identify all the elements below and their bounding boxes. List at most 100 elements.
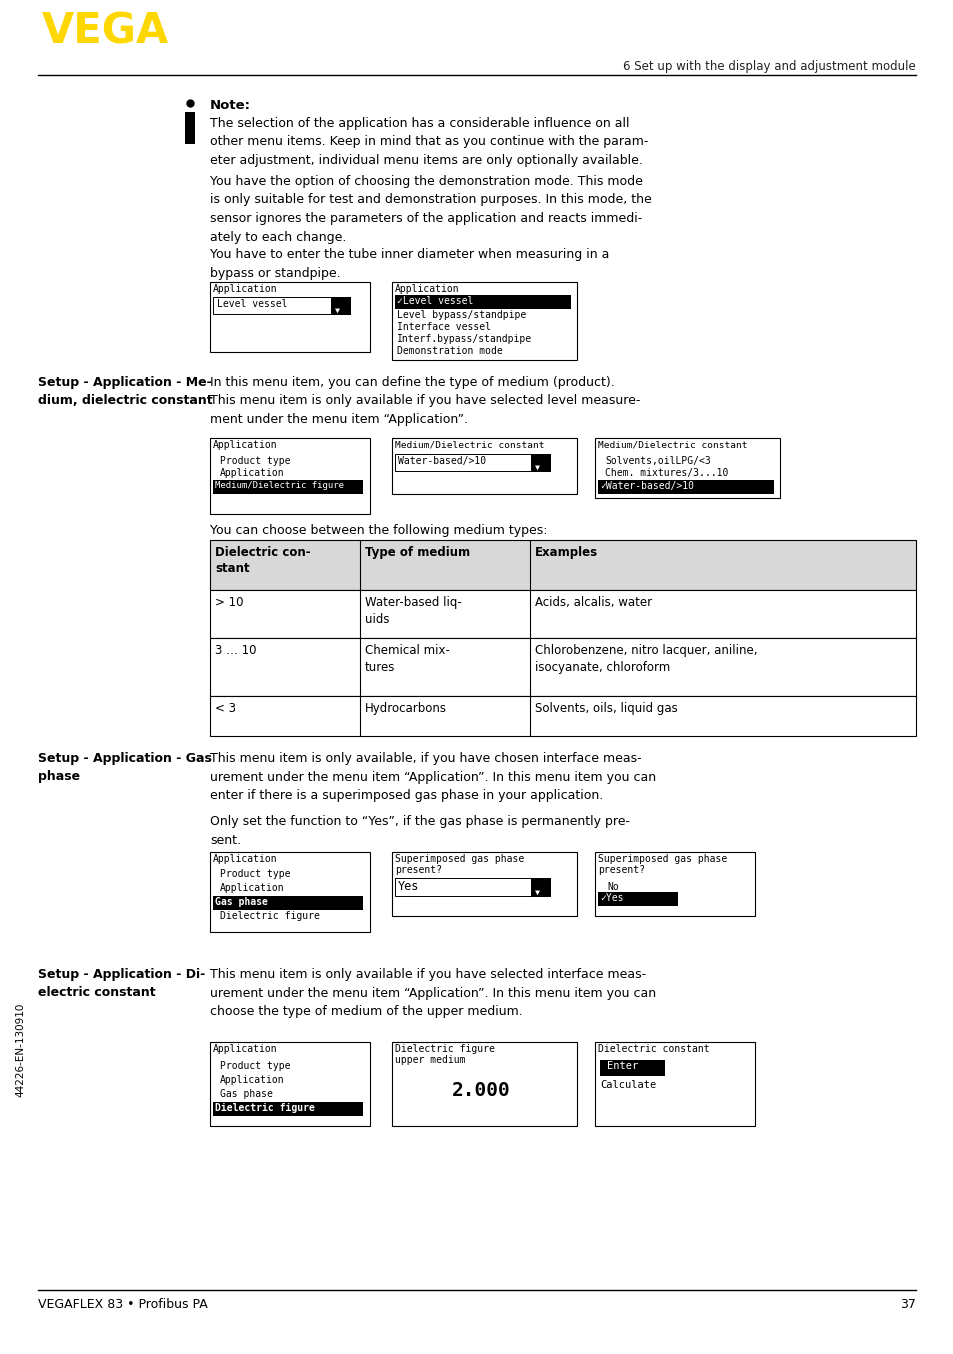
Text: ▼: ▼ [535,463,539,471]
Text: Application: Application [213,284,277,294]
Text: 37: 37 [900,1298,915,1311]
Text: Dielectric figure: Dielectric figure [214,1104,314,1113]
Text: Interface vessel: Interface vessel [396,322,491,332]
Bar [598,481,773,494]
Bar [531,877,550,896]
Bar [210,1043,370,1127]
Text: 44226-EN-130910: 44226-EN-130910 [15,1003,25,1097]
Text: Calculate: Calculate [599,1080,656,1090]
Bar [392,1043,577,1127]
Bar [395,454,550,471]
Text: Chlorobenzene, nitro lacquer, aniline,
isocyanate, chloroform: Chlorobenzene, nitro lacquer, aniline, i… [535,645,757,674]
Text: Yes: Yes [397,880,419,894]
Text: VEGA: VEGA [42,9,169,51]
Text: Dielectric constant: Dielectric constant [598,1044,709,1053]
Text: Enter: Enter [606,1062,638,1071]
Text: Superimposed gas phase: Superimposed gas phase [598,854,726,864]
Text: Water-based liq-
uids: Water-based liq- uids [365,596,461,626]
Text: You have to enter the tube inner diameter when measuring in a
bypass or standpip: You have to enter the tube inner diamete… [210,248,609,279]
Text: Acids, alcalis, water: Acids, alcalis, water [535,596,652,609]
Text: Application: Application [213,854,277,864]
Bar [213,481,363,494]
Text: ▼: ▼ [535,887,539,896]
Bar [595,437,780,498]
Text: Medium/Dielectric figure: Medium/Dielectric figure [214,481,344,490]
Bar [210,638,915,696]
Text: This menu item is only available, if you have chosen interface meas-
urement und: This menu item is only available, if you… [210,751,656,802]
Text: 2.000: 2.000 [452,1080,510,1099]
Text: In this menu item, you can define the type of medium (product).: In this menu item, you can define the ty… [210,376,614,389]
Text: 6 Set up with the display and adjustment module: 6 Set up with the display and adjustment… [622,60,915,73]
Text: > 10: > 10 [214,596,243,609]
Bar [392,852,577,917]
Text: < 3: < 3 [214,701,235,715]
Text: Level bypass/standpipe: Level bypass/standpipe [396,310,526,320]
Text: Product type: Product type [220,1062,291,1071]
Bar [185,112,194,144]
Bar [210,696,915,737]
Text: Dielectric figure: Dielectric figure [220,911,319,921]
Bar [395,295,571,309]
Text: You can choose between the following medium types:: You can choose between the following med… [210,524,547,538]
Bar [210,540,915,590]
Bar [392,282,577,360]
Text: upper medium: upper medium [395,1055,465,1066]
Text: Setup - Application - Me-
dium, dielectric constant: Setup - Application - Me- dium, dielectr… [38,376,213,408]
Text: Level vessel: Level vessel [216,299,287,309]
Text: No: No [606,881,618,892]
Text: The selection of the application has a considerable influence on all
other menu : The selection of the application has a c… [210,116,648,167]
Text: Solvents,oilLPG/<3: Solvents,oilLPG/<3 [604,456,710,466]
Text: Application: Application [220,468,284,478]
Bar [595,1043,754,1127]
Text: Demonstration mode: Demonstration mode [396,347,502,356]
Text: Medium/Dielectric constant: Medium/Dielectric constant [598,440,747,450]
Text: This menu item is only available if you have selected level measure-
ment under : This menu item is only available if you … [210,394,639,425]
Text: 3 … 10: 3 … 10 [214,645,256,657]
Text: Application: Application [220,1075,284,1085]
Text: Application: Application [395,284,459,294]
Text: Gas phase: Gas phase [220,1089,273,1099]
Text: ✓Level vessel: ✓Level vessel [396,297,473,306]
Text: Chemical mix-
tures: Chemical mix- tures [365,645,450,674]
Bar [210,590,915,638]
Text: Medium/Dielectric constant: Medium/Dielectric constant [395,440,544,450]
Text: Dielectric con-
stant: Dielectric con- stant [214,546,311,575]
Text: Chem. mixtures/3...10: Chem. mixtures/3...10 [604,468,727,478]
Text: Dielectric figure: Dielectric figure [395,1044,495,1053]
Bar [392,437,577,494]
Bar [213,896,363,910]
Text: Interf.bypass/standpipe: Interf.bypass/standpipe [396,334,532,344]
Text: Hydrocarbons: Hydrocarbons [365,701,447,715]
Bar [210,282,370,352]
Text: present?: present? [395,865,441,875]
Text: Examples: Examples [535,546,598,559]
Text: Superimposed gas phase: Superimposed gas phase [395,854,524,864]
Text: Setup - Application - Di-
electric constant: Setup - Application - Di- electric const… [38,968,205,999]
Text: This menu item is only available if you have selected interface meas-
urement un: This menu item is only available if you … [210,968,656,1018]
Text: Product type: Product type [220,869,291,879]
Text: Note:: Note: [210,99,251,112]
Text: Only set the function to “Yes”, if the gas phase is permanently pre-
sent.: Only set the function to “Yes”, if the g… [210,815,629,846]
Text: Solvents, oils, liquid gas: Solvents, oils, liquid gas [535,701,677,715]
Text: Product type: Product type [220,456,291,466]
Bar [395,877,550,896]
Text: You have the option of choosing the demonstration mode. This mode
is only suitab: You have the option of choosing the demo… [210,175,651,244]
Text: Water-based/>10: Water-based/>10 [397,456,486,466]
Bar [213,297,350,314]
Text: VEGAFLEX 83 • Profibus PA: VEGAFLEX 83 • Profibus PA [38,1298,208,1311]
Text: Application: Application [220,883,284,894]
Bar [331,297,350,314]
Text: Gas phase: Gas phase [214,896,268,907]
Text: Type of medium: Type of medium [365,546,470,559]
Text: ✓Yes: ✓Yes [599,894,623,903]
Bar [599,1060,664,1076]
Text: present?: present? [598,865,644,875]
Bar [213,1102,363,1116]
Text: Application: Application [213,440,277,450]
Bar [210,852,370,932]
Bar [595,852,754,917]
Text: ✓Water-based/>10: ✓Water-based/>10 [599,481,693,492]
Bar [531,454,550,471]
Text: Application: Application [213,1044,277,1053]
Bar [210,437,370,515]
